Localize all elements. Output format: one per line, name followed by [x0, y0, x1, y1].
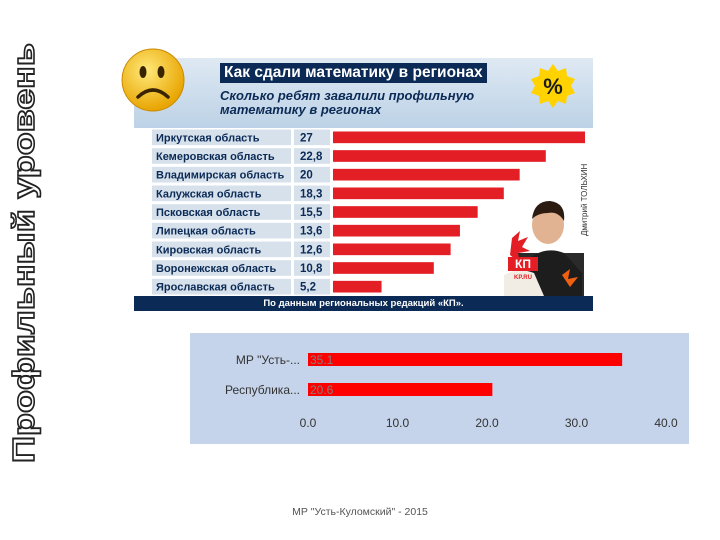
infographic-header: Как сдали математику в регионах Сколько …	[134, 58, 593, 128]
photo-credit: Дмитрий ТОЛЬХИН	[580, 163, 589, 236]
kp-logo-sub: KP.RU	[514, 275, 532, 281]
region-label-bg	[152, 185, 291, 202]
value-label: 10,8	[300, 263, 323, 275]
value-label: 22,8	[300, 151, 323, 163]
value-label-bg	[294, 185, 330, 202]
value-label-bg	[294, 129, 330, 146]
x-tick-label: 40.0	[654, 416, 678, 430]
percent-badge-icon: %	[531, 64, 575, 108]
category-label: Республика...	[225, 383, 300, 397]
value-label: 12,6	[300, 244, 322, 256]
kp-logo: КП	[515, 257, 531, 271]
region-label-bg	[152, 222, 291, 239]
region-label: Владимирская область	[156, 170, 284, 182]
region-label: Иркутская область	[156, 132, 260, 144]
region-label-bg	[152, 204, 291, 220]
region-label: Липецкая область	[156, 226, 256, 238]
region-label-bg	[152, 129, 291, 146]
photo-credit-text: Дмитрий ТОЛЬХИН	[580, 163, 589, 236]
x-tick-label: 10.0	[386, 416, 410, 430]
vertical-title: Профильный уровень	[5, 42, 42, 464]
infographic-title: Как сдали математику в регионах	[220, 63, 487, 83]
value-label-bg	[294, 278, 330, 295]
value-label: 5,2	[300, 282, 316, 294]
region-label-bg	[152, 278, 291, 295]
region-bar	[333, 187, 504, 200]
value-label: 27	[300, 132, 313, 144]
percent-badge-text: %	[543, 74, 563, 99]
student-photo: КП KP.RU	[504, 201, 584, 296]
value-label: 18,3	[300, 188, 322, 200]
value-label: 20	[300, 170, 313, 182]
region-label: Ярославская область	[156, 282, 275, 294]
infographic-subtitle: Сколько ребят завалили профильную матема…	[220, 88, 475, 117]
region-label: Псковская область	[156, 207, 261, 219]
region-bar	[333, 280, 382, 293]
region-bar	[333, 150, 546, 162]
region-bar	[333, 131, 585, 144]
region-bar	[333, 243, 451, 256]
district-bar-chart: МР "Усть-... 35.1 Республика... 20.6 0.0 10.0…	[190, 333, 689, 444]
region-label: Калужская область	[156, 188, 262, 200]
region-label-bg	[152, 166, 291, 183]
value-label-bg	[294, 241, 330, 258]
value-label-bg	[294, 166, 330, 183]
data-label: 35.1	[310, 353, 334, 367]
region-label-bg	[152, 260, 291, 276]
value-label-bg	[294, 222, 330, 239]
value-label: 15,5	[300, 207, 323, 219]
x-tick-label: 30.0	[565, 416, 589, 430]
data-label: 20.6	[310, 383, 334, 397]
x-tick-label: 0.0	[300, 416, 317, 430]
vertical-title-text: Профильный уровень	[6, 43, 41, 463]
regions-bar-chart: Иркутская область 27 Кемеровская область 22…	[152, 129, 585, 295]
value-label: 13,6	[300, 226, 322, 238]
value-label-bg	[294, 148, 330, 164]
data-bar	[308, 383, 493, 396]
region-label: Кемеровская область	[156, 151, 275, 163]
region-bar	[333, 206, 478, 218]
region-bar	[333, 168, 520, 181]
region-label-bg	[152, 241, 291, 258]
sad-face-icon	[121, 48, 185, 112]
slide-footer: МР "Усть-Куломский" - 2015	[292, 506, 428, 518]
region-bar	[333, 262, 434, 274]
region-label: Воронежская область	[156, 263, 276, 275]
value-label-bg	[294, 204, 330, 220]
region-label-bg	[152, 148, 291, 164]
infographic-footer: По данным региональных редакций «КП».	[134, 296, 593, 311]
region-label: Кировская область	[156, 244, 261, 256]
region-bar	[333, 224, 460, 237]
infographic: Как сдали математику в регионах Сколько …	[121, 48, 593, 311]
value-label-bg	[294, 260, 330, 276]
x-tick-label: 20.0	[475, 416, 499, 430]
data-bar	[308, 353, 623, 366]
category-label: МР "Усть-...	[236, 353, 300, 367]
